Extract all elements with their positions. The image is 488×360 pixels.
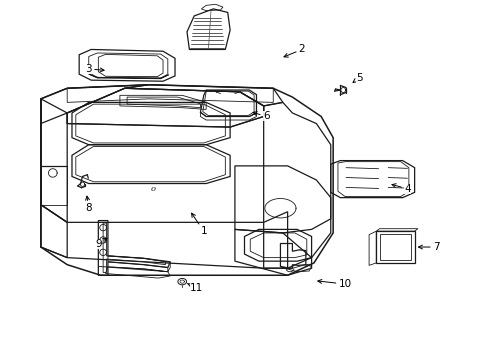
Text: 6: 6 bbox=[252, 112, 269, 121]
Text: 8: 8 bbox=[85, 196, 92, 213]
Text: 1: 1 bbox=[191, 213, 206, 236]
Text: 11: 11 bbox=[187, 283, 203, 293]
Text: 9: 9 bbox=[95, 238, 107, 248]
Text: 4: 4 bbox=[391, 184, 410, 194]
Text: 3: 3 bbox=[85, 64, 104, 74]
Text: o: o bbox=[151, 185, 156, 193]
Text: 2: 2 bbox=[284, 45, 305, 57]
Text: 5: 5 bbox=[352, 73, 362, 83]
Text: 7: 7 bbox=[418, 242, 439, 252]
Text: 10: 10 bbox=[317, 279, 351, 289]
